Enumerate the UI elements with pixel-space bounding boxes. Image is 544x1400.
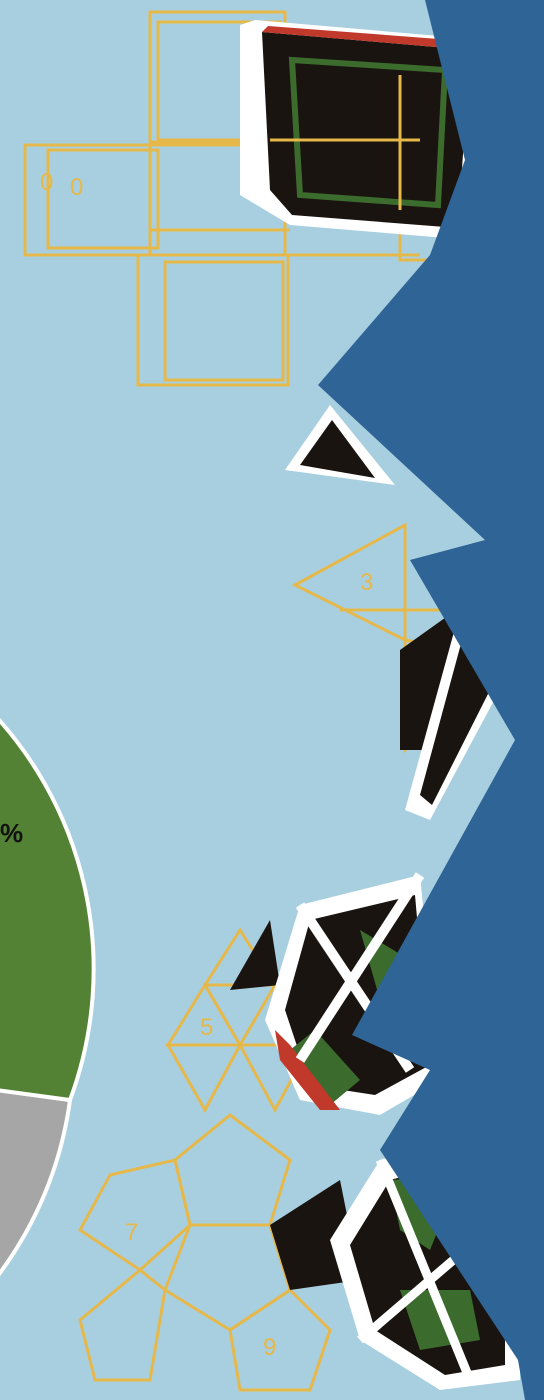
pie-percent-label: % [0, 818, 23, 848]
cube-solid [240, 20, 485, 240]
blue-panel [318, 0, 544, 1400]
net-label-0: 0 [40, 169, 53, 196]
octahedron-solid [285, 405, 395, 485]
pie-slice-gray [0, 1088, 73, 1277]
net-label-5: 5 [200, 1014, 213, 1041]
dodeca-net [78, 1113, 332, 1392]
net-label-7: 7 [125, 1219, 138, 1246]
icosa-face [230, 920, 280, 990]
pie-chart [0, 718, 96, 1277]
pie-slice-green [0, 718, 96, 1103]
net-label-9: 9 [263, 1334, 276, 1361]
net-label-3: 3 [360, 569, 373, 596]
net-label-0b: 0 [70, 174, 83, 201]
